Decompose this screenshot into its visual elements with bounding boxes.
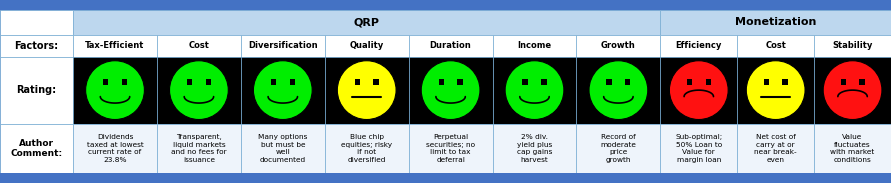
Bar bbox=[206, 79, 211, 85]
Bar bbox=[157, 124, 241, 173]
Bar bbox=[493, 35, 576, 57]
Bar bbox=[660, 10, 891, 35]
Bar bbox=[782, 79, 788, 85]
Text: Duration: Duration bbox=[429, 41, 471, 51]
Text: Sub-optimal;
50% Loan to
Value for
margin loan: Sub-optimal; 50% Loan to Value for margi… bbox=[675, 134, 723, 163]
Bar bbox=[660, 124, 737, 173]
Ellipse shape bbox=[589, 61, 648, 119]
Ellipse shape bbox=[338, 61, 396, 119]
Bar bbox=[660, 35, 737, 57]
Bar bbox=[241, 124, 324, 173]
Bar bbox=[814, 124, 891, 173]
Bar bbox=[409, 124, 493, 173]
Bar bbox=[607, 79, 611, 85]
Text: Record of
moderate
price
growth: Record of moderate price growth bbox=[601, 134, 636, 163]
Bar bbox=[541, 79, 546, 85]
Bar bbox=[324, 57, 409, 124]
Text: Income: Income bbox=[518, 41, 552, 51]
Ellipse shape bbox=[86, 61, 144, 119]
Bar bbox=[324, 35, 409, 57]
Bar bbox=[0, 0, 891, 10]
Bar bbox=[373, 79, 379, 85]
Bar bbox=[737, 35, 814, 57]
Bar bbox=[764, 79, 769, 85]
Bar bbox=[438, 79, 444, 85]
Bar bbox=[814, 35, 891, 57]
Text: Perpetual
securities; no
limit to tax
deferral: Perpetual securities; no limit to tax de… bbox=[426, 134, 475, 163]
Text: Rating:: Rating: bbox=[16, 85, 57, 95]
Bar bbox=[355, 79, 360, 85]
Bar bbox=[625, 79, 631, 85]
Text: Transparent,
liquid markets
and no fees for
issuance: Transparent, liquid markets and no fees … bbox=[171, 134, 226, 163]
Ellipse shape bbox=[505, 61, 564, 119]
Ellipse shape bbox=[669, 61, 728, 119]
Ellipse shape bbox=[421, 61, 480, 119]
Bar bbox=[409, 57, 493, 124]
Bar bbox=[687, 79, 692, 85]
Bar bbox=[457, 79, 462, 85]
Text: Stability: Stability bbox=[832, 41, 873, 51]
Text: Diversification: Diversification bbox=[248, 41, 317, 51]
Bar bbox=[122, 79, 127, 85]
Bar bbox=[576, 57, 660, 124]
Text: Cost: Cost bbox=[765, 41, 786, 51]
Text: Tax-Efficient: Tax-Efficient bbox=[86, 41, 144, 51]
Text: Many options
but must be
well
documented: Many options but must be well documented bbox=[258, 134, 307, 163]
Bar bbox=[409, 35, 493, 57]
Bar bbox=[0, 35, 73, 57]
Text: Quality: Quality bbox=[349, 41, 384, 51]
Text: Dividends
taxed at lowest
current rate of
23.8%: Dividends taxed at lowest current rate o… bbox=[86, 134, 143, 163]
Text: Efficiency: Efficiency bbox=[675, 41, 722, 51]
Bar bbox=[73, 57, 157, 124]
Bar bbox=[324, 124, 409, 173]
Bar bbox=[493, 57, 576, 124]
Bar bbox=[73, 35, 157, 57]
Text: Net cost of
carry at or
near break-
even: Net cost of carry at or near break- even bbox=[755, 134, 797, 163]
Ellipse shape bbox=[253, 61, 312, 119]
Bar bbox=[157, 57, 241, 124]
Bar bbox=[0, 10, 73, 35]
Bar bbox=[241, 35, 324, 57]
Text: 2% div.
yield plus
cap gains
harvest: 2% div. yield plus cap gains harvest bbox=[517, 134, 552, 163]
Bar bbox=[187, 79, 192, 85]
Text: Factors:: Factors: bbox=[14, 41, 59, 51]
Bar bbox=[241, 57, 324, 124]
Bar bbox=[576, 124, 660, 173]
Bar bbox=[290, 79, 295, 85]
Ellipse shape bbox=[747, 61, 805, 119]
Bar bbox=[706, 79, 711, 85]
Text: QRP: QRP bbox=[354, 17, 380, 27]
Text: Value
fluctuates
with market
conditions: Value fluctuates with market conditions bbox=[830, 134, 875, 163]
Bar bbox=[859, 79, 864, 85]
Text: Author
Comment:: Author Comment: bbox=[11, 139, 62, 158]
Bar bbox=[522, 79, 527, 85]
Text: Cost: Cost bbox=[189, 41, 209, 51]
Text: Monetization: Monetization bbox=[735, 17, 816, 27]
Bar bbox=[73, 10, 660, 35]
Text: Blue chip
equities; risky
if not
diversified: Blue chip equities; risky if not diversi… bbox=[341, 134, 392, 163]
Bar bbox=[271, 79, 276, 85]
Bar bbox=[0, 124, 73, 173]
Bar bbox=[0, 57, 73, 124]
Bar bbox=[576, 35, 660, 57]
Bar bbox=[814, 57, 891, 124]
Bar bbox=[493, 124, 576, 173]
Bar bbox=[103, 79, 108, 85]
Bar bbox=[737, 57, 814, 124]
Ellipse shape bbox=[823, 61, 882, 119]
Bar bbox=[0, 173, 891, 183]
Bar bbox=[73, 124, 157, 173]
Bar bbox=[840, 79, 846, 85]
Ellipse shape bbox=[169, 61, 228, 119]
Bar bbox=[737, 124, 814, 173]
Text: Growth: Growth bbox=[601, 41, 636, 51]
Bar bbox=[660, 57, 737, 124]
Bar bbox=[157, 35, 241, 57]
